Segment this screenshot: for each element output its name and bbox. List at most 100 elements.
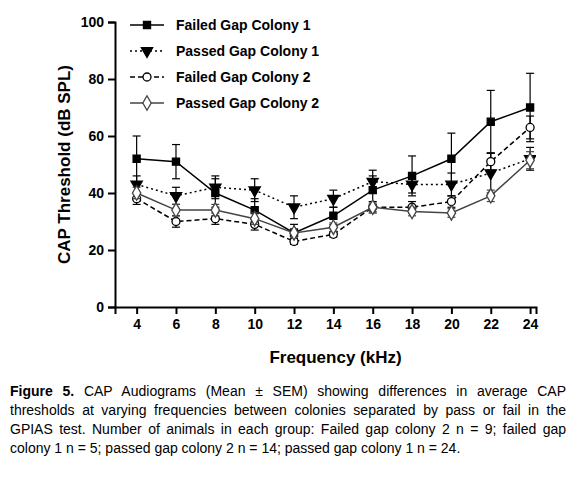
error-bar bbox=[487, 153, 495, 170]
error-bar-cap bbox=[408, 201, 416, 202]
legend-entry: Failed Gap Colony 1 bbox=[130, 17, 311, 33]
marker bbox=[367, 178, 378, 188]
line bbox=[137, 159, 530, 207]
marker bbox=[446, 181, 457, 191]
error-bar-cap bbox=[369, 170, 377, 171]
tick-label: 10 bbox=[247, 316, 263, 332]
marker bbox=[251, 211, 259, 225]
tick-mark bbox=[215, 307, 217, 314]
tick-mark bbox=[108, 22, 115, 24]
y-axis-title: CAP Threshold (dB SPL) bbox=[55, 65, 74, 264]
y-axis: 0 20 40 60 80 100 bbox=[81, 14, 116, 315]
marker bbox=[210, 184, 221, 194]
tick-mark bbox=[254, 307, 256, 314]
tick-label: 40 bbox=[88, 185, 104, 201]
error-bar bbox=[526, 73, 534, 141]
error-bar bbox=[133, 136, 141, 182]
error-bar-cap bbox=[487, 153, 495, 154]
marker bbox=[329, 220, 337, 234]
error-bar-cap bbox=[290, 218, 298, 219]
marker bbox=[170, 193, 181, 203]
error-bar-cap bbox=[211, 224, 219, 225]
tick-mark bbox=[108, 250, 115, 252]
error-bar-cap bbox=[408, 155, 416, 156]
error-bar bbox=[526, 152, 534, 169]
error-bar-cap bbox=[329, 207, 337, 208]
marker bbox=[172, 158, 179, 165]
error-bar-cap bbox=[211, 198, 219, 199]
tick: 6 bbox=[173, 307, 181, 332]
error-bar-cap bbox=[526, 147, 534, 148]
tick: 18 bbox=[405, 307, 421, 332]
tick-mark bbox=[108, 193, 115, 195]
legend-entry: Failed Gap Colony 2 bbox=[130, 69, 311, 85]
plot: 0204060801004681012141618202224Failed Ga… bbox=[81, 14, 539, 332]
error-bar-cap bbox=[487, 153, 495, 154]
tick: 16 bbox=[365, 307, 381, 332]
tick-mark bbox=[333, 307, 335, 314]
error-bar-cap bbox=[447, 133, 455, 134]
error-bar-cap bbox=[133, 135, 141, 136]
marker bbox=[133, 155, 140, 162]
axis-line bbox=[116, 308, 537, 315]
marker bbox=[487, 158, 495, 166]
error-bar-cap bbox=[251, 229, 259, 230]
marker bbox=[447, 206, 455, 220]
marker bbox=[485, 170, 496, 180]
error-bar-cap bbox=[211, 175, 219, 176]
tick: 20 bbox=[88, 242, 115, 258]
tick: 80 bbox=[88, 71, 115, 87]
error-bar bbox=[172, 145, 180, 179]
x-axis: 4681012141618202224 bbox=[116, 307, 539, 332]
legend-symbol bbox=[141, 48, 152, 58]
marker bbox=[526, 123, 534, 131]
error-bar-cap bbox=[133, 175, 141, 176]
marker bbox=[408, 204, 416, 218]
line bbox=[137, 127, 530, 241]
error-bar-cap bbox=[251, 201, 259, 202]
error-bar-cap bbox=[251, 178, 259, 179]
tick-label: 6 bbox=[173, 316, 181, 332]
error-bar-cap bbox=[526, 141, 534, 142]
legend-label: Failed Gap Colony 1 bbox=[176, 17, 311, 33]
series bbox=[131, 147, 536, 218]
tick: 40 bbox=[88, 185, 115, 201]
tick-label: 20 bbox=[88, 242, 104, 258]
tick: 60 bbox=[88, 128, 115, 144]
tick-label: 100 bbox=[81, 14, 105, 30]
tick: 0 bbox=[96, 299, 115, 315]
x-axis-title: Frequency (kHz) bbox=[269, 348, 401, 367]
marker bbox=[406, 181, 417, 191]
error-bar-cap bbox=[487, 170, 495, 171]
marker bbox=[328, 195, 339, 205]
legend-label: Passed Gap Colony 2 bbox=[176, 95, 319, 111]
tick: 14 bbox=[326, 307, 342, 332]
marker bbox=[487, 189, 495, 203]
tick-label: 20 bbox=[444, 316, 460, 332]
tick-mark bbox=[108, 136, 115, 138]
error-bar-cap bbox=[487, 153, 495, 154]
tick: 4 bbox=[133, 307, 141, 332]
error-bar-cap bbox=[172, 178, 180, 179]
error-bar-cap bbox=[329, 190, 337, 191]
marker bbox=[172, 218, 180, 226]
marker bbox=[447, 198, 455, 206]
tick: 24 bbox=[523, 307, 539, 332]
tick-label: 60 bbox=[88, 128, 104, 144]
error-bar-cap bbox=[447, 195, 455, 196]
error-bar-cap bbox=[369, 192, 377, 193]
tick: 22 bbox=[483, 307, 499, 332]
marker bbox=[527, 104, 534, 111]
error-bar-cap bbox=[408, 195, 416, 196]
tick-label: 4 bbox=[133, 316, 141, 332]
error-bar-cap bbox=[526, 138, 534, 139]
legend-symbol bbox=[143, 96, 151, 110]
tick-mark bbox=[108, 307, 115, 309]
marker bbox=[448, 155, 455, 162]
error-bar-cap bbox=[329, 207, 337, 208]
tick-label: 16 bbox=[365, 316, 381, 332]
series bbox=[133, 116, 534, 245]
marker bbox=[290, 226, 298, 240]
tick: 20 bbox=[444, 307, 460, 332]
error-bar-cap bbox=[172, 227, 180, 228]
